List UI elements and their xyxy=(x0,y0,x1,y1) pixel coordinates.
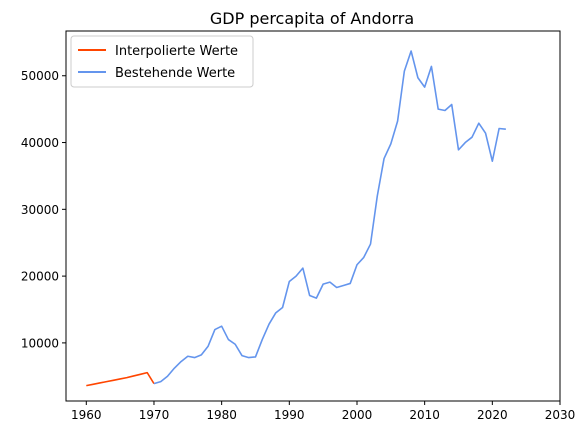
x-tick-label: 2010 xyxy=(409,408,440,422)
x-tick-label: 2020 xyxy=(477,408,508,422)
x-tick-label: 1970 xyxy=(139,408,170,422)
y-tick-label: 20000 xyxy=(21,270,59,284)
chart-title: GDP percapita of Andorra xyxy=(210,9,414,28)
legend: Interpolierte Werte Bestehende Werte xyxy=(71,36,253,87)
legend-label-interpolated: Interpolierte Werte xyxy=(115,44,238,59)
y-tick-label: 30000 xyxy=(21,203,59,217)
y-tick-label: 10000 xyxy=(21,336,59,350)
x-tick-label: 2000 xyxy=(342,408,373,422)
x-tick-label: 1990 xyxy=(274,408,305,422)
x-tick-label: 1960 xyxy=(71,408,102,422)
legend-label-existing: Bestehende Werte xyxy=(115,66,235,81)
y-tick-label: 50000 xyxy=(21,69,59,83)
x-tick-label: 2030 xyxy=(545,408,576,422)
x-tick-label: 1980 xyxy=(206,408,237,422)
y-tick-label: 40000 xyxy=(21,136,59,150)
